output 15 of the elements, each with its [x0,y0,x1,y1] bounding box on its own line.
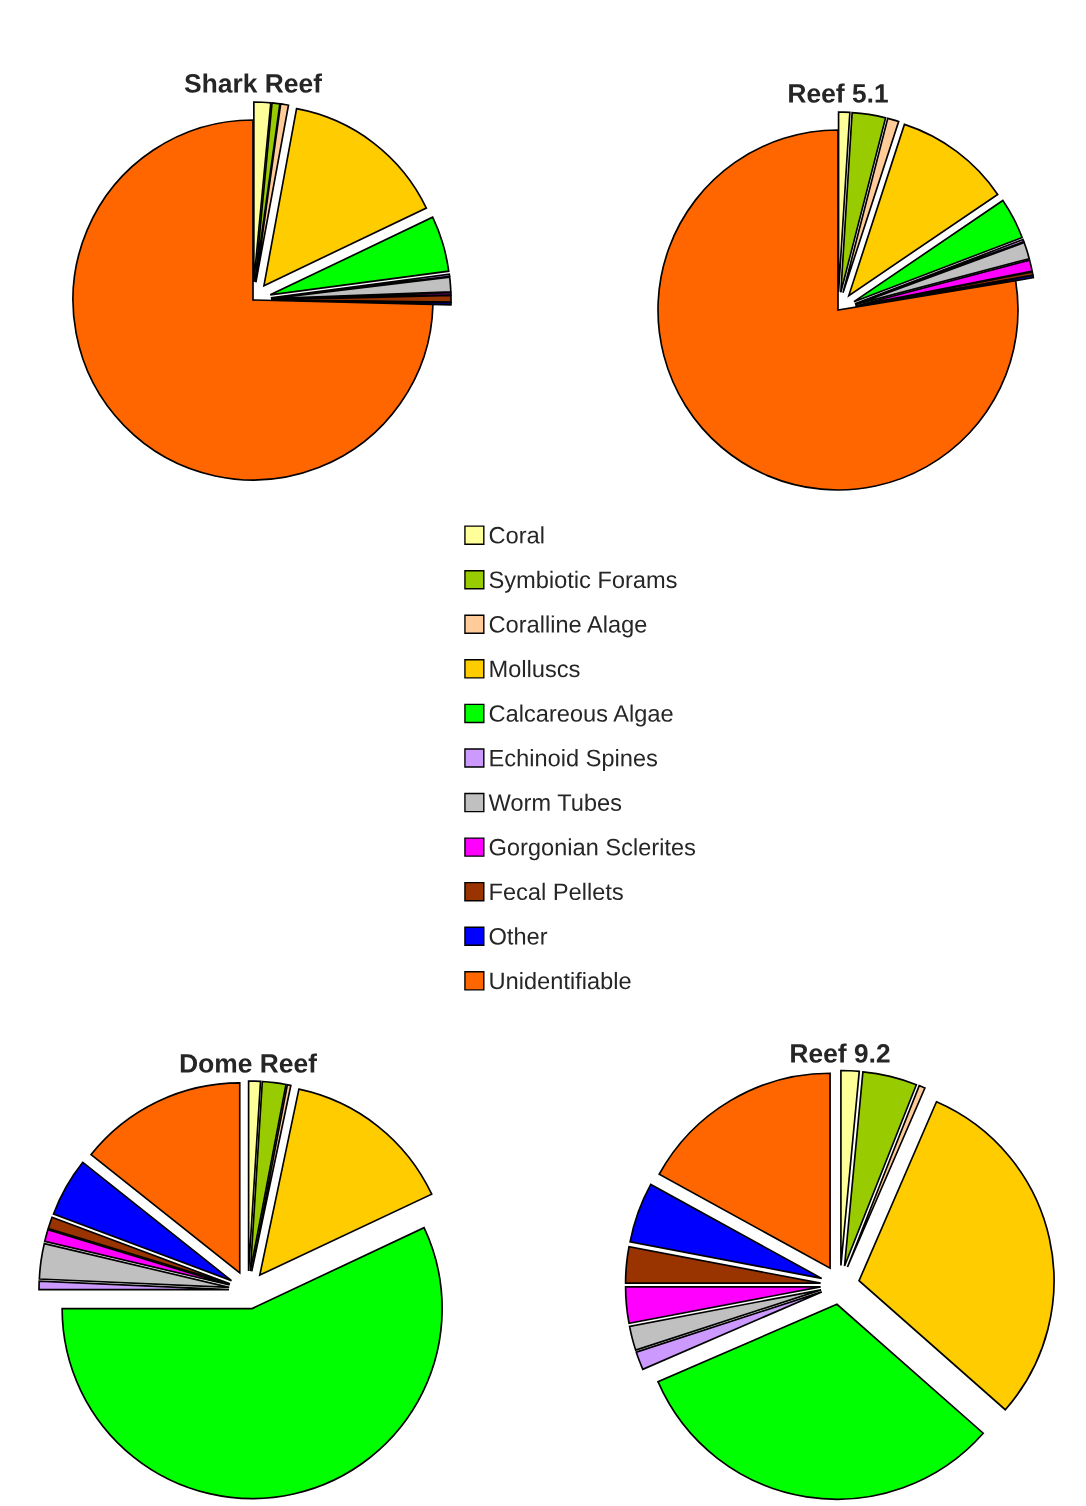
chart-title: Shark Reef [184,73,322,93]
legend-label: Calcareous Algae [489,704,673,727]
chart-title: Dome Reef [180,1053,317,1073]
legend-label: Coralline Alage [489,615,647,638]
legend-label: Other [489,927,548,945]
legend-label: Unidentifiable [490,971,631,990]
legend-label: Echinoid Spines [490,749,658,772]
legend-label: Worm Tubes [488,793,622,811]
legend-label: Gorgonian Sclerites [489,838,696,861]
chart-title: Reef 5.1 [789,83,888,103]
legend-label: Molluscs [490,659,580,678]
chart-title: Reef 9.2 [791,1043,890,1063]
legend-label: Fecal Pellets [490,882,623,901]
legend-label: Symbiotic Forams [489,570,677,593]
legend-label: Coral [489,526,544,544]
